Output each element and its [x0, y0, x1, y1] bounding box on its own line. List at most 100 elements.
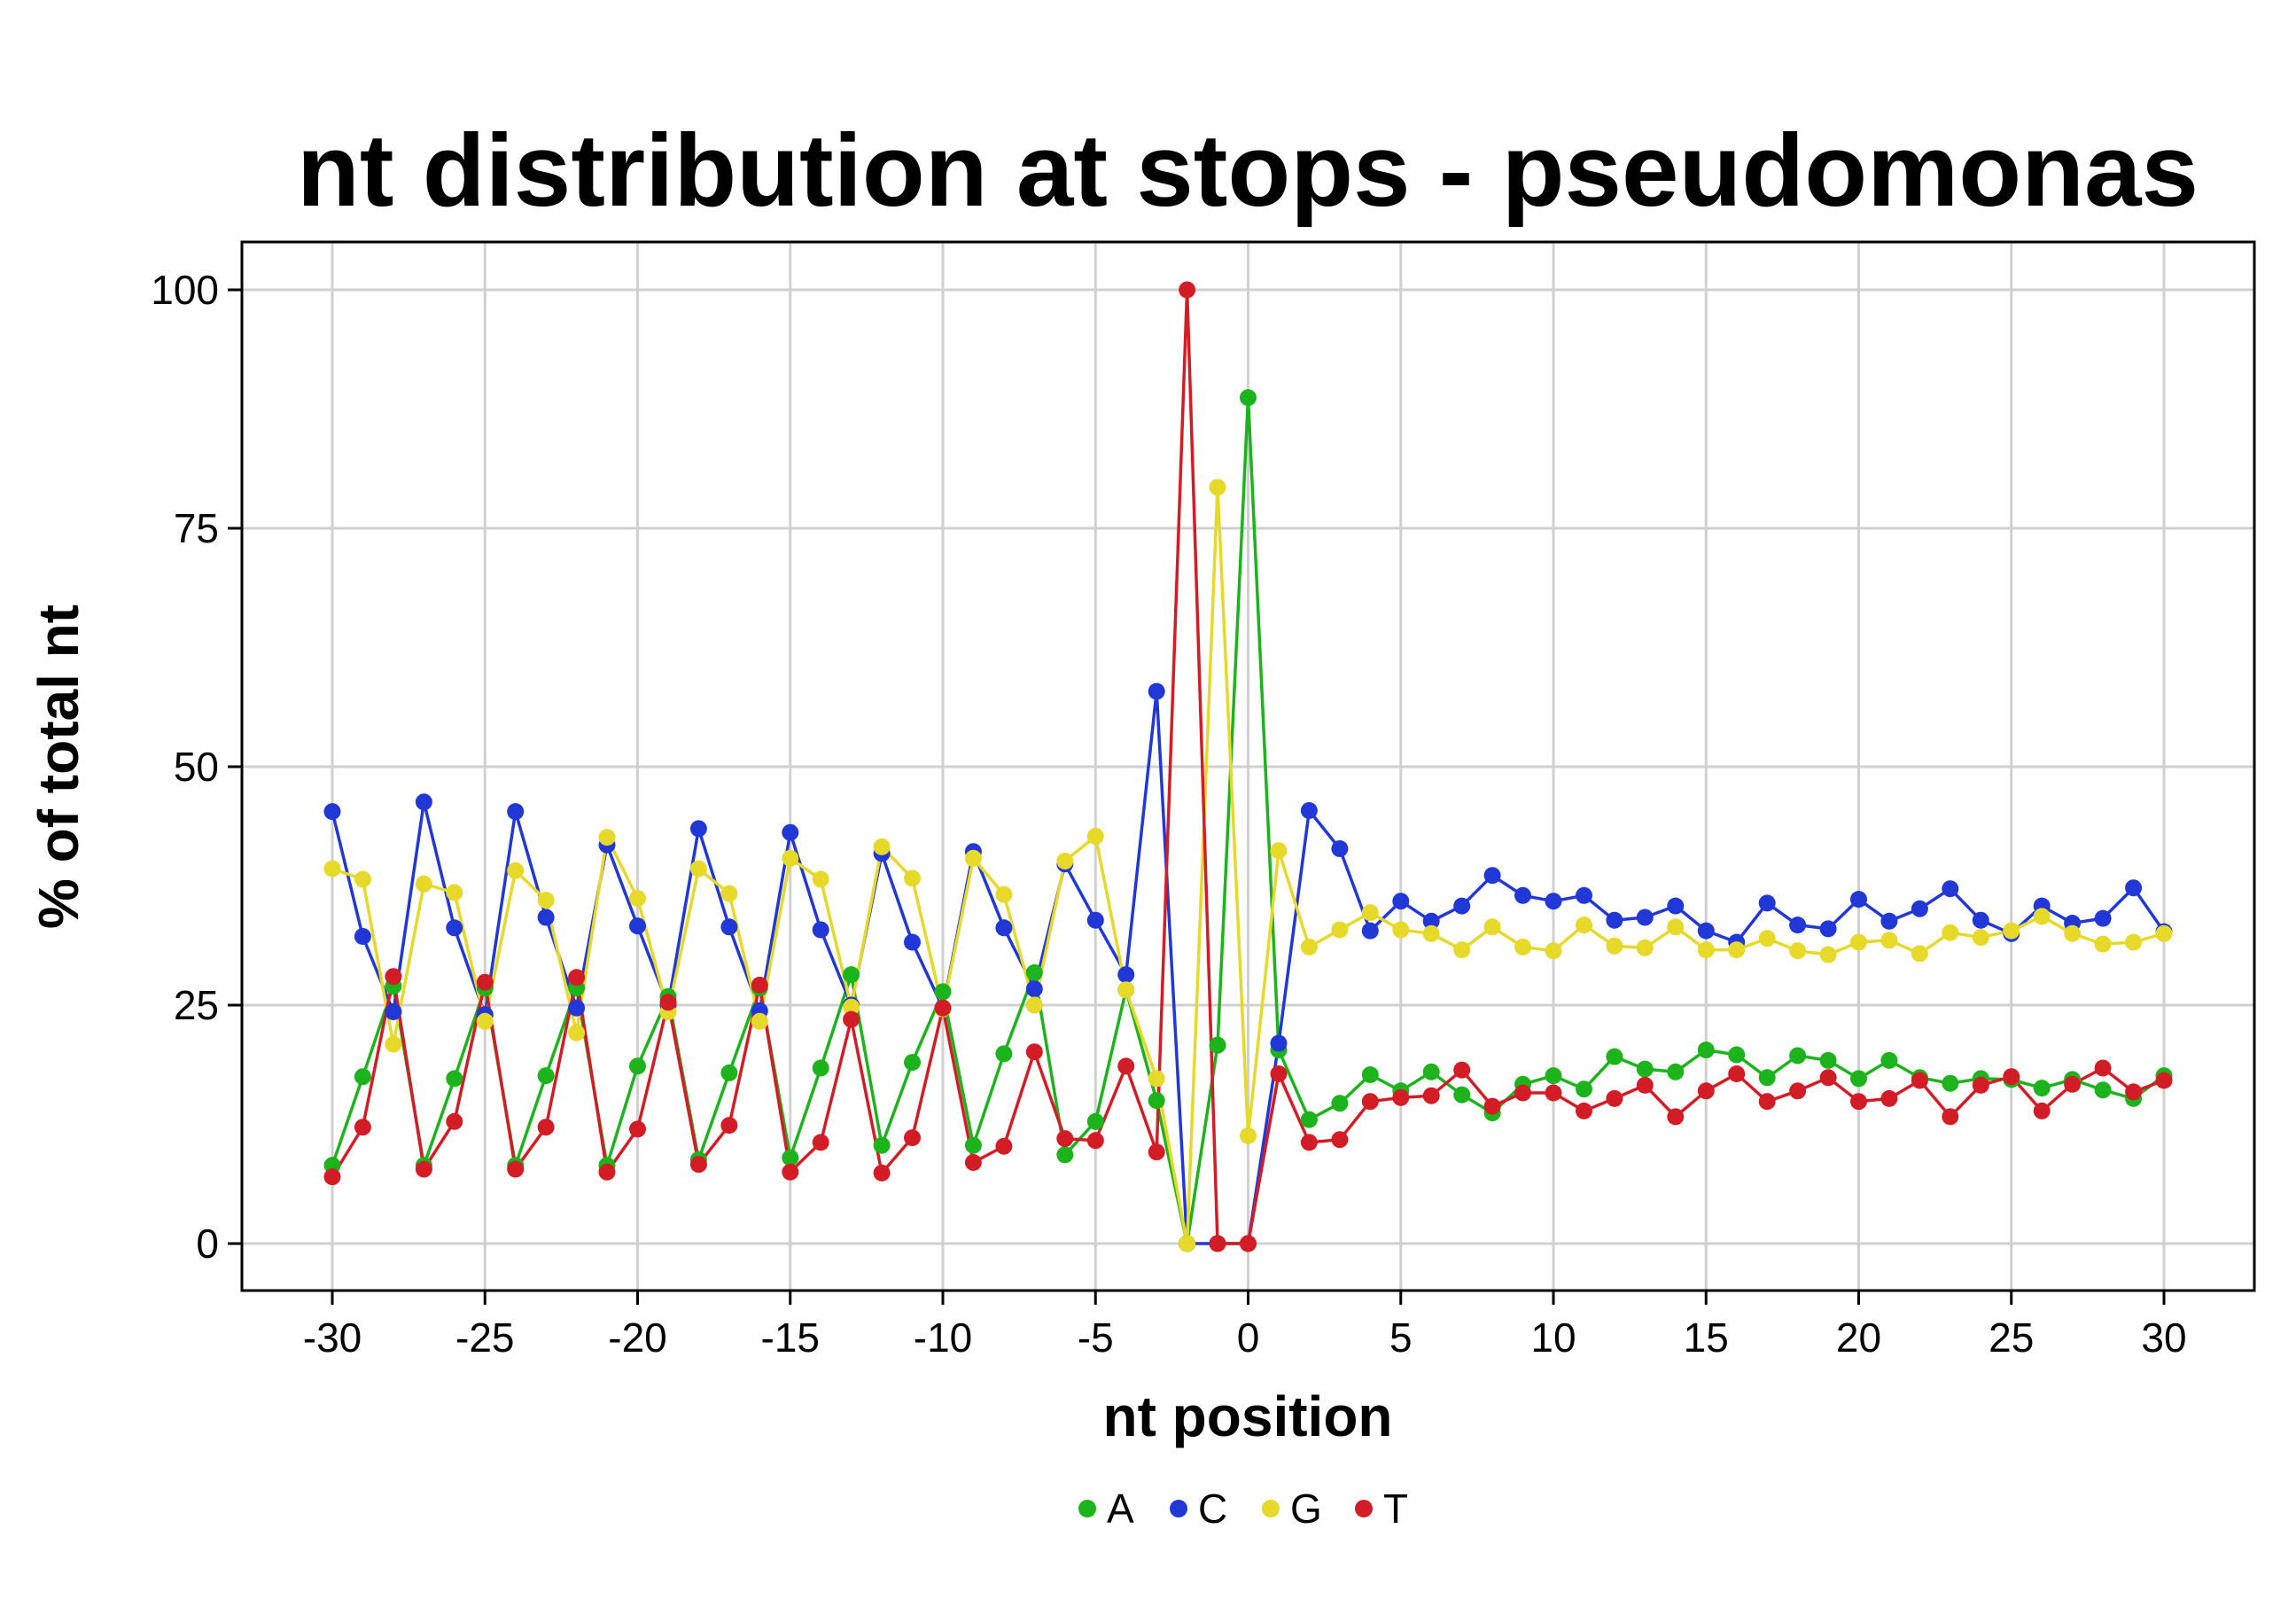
point-G — [1545, 942, 1562, 960]
point-G — [1942, 924, 1959, 941]
point-T — [1636, 1076, 1654, 1094]
point-G — [2003, 922, 2020, 940]
point-G — [2094, 935, 2112, 953]
point-A — [904, 1054, 921, 1072]
point-A — [1819, 1051, 1837, 1069]
point-T — [1972, 1076, 1989, 1094]
x-tick-label: 25 — [1989, 1314, 2034, 1361]
point-T — [812, 1134, 829, 1151]
point-C — [2125, 879, 2143, 897]
point-G — [1576, 916, 1592, 934]
point-T — [689, 1156, 707, 1174]
point-T — [2033, 1102, 2051, 1119]
point-T — [1819, 1069, 1837, 1087]
point-G — [1422, 924, 1440, 942]
point-C — [1911, 900, 1928, 917]
point-G — [1728, 941, 1746, 959]
point-T — [1331, 1131, 1349, 1149]
point-T — [2094, 1059, 2112, 1077]
point-A — [995, 1045, 1013, 1063]
point-T — [1117, 1057, 1135, 1075]
point-C — [1636, 909, 1654, 926]
point-A — [1422, 1063, 1440, 1080]
x-tick-label: 30 — [2141, 1314, 2186, 1361]
point-T — [323, 1168, 341, 1186]
point-C — [1850, 891, 1867, 909]
point-C — [1942, 880, 1959, 898]
point-C — [1789, 916, 1807, 934]
point-G — [1392, 921, 1410, 939]
legend-label-C: C — [1198, 1486, 1227, 1532]
point-T — [1240, 1235, 1257, 1252]
point-C — [1667, 897, 1685, 915]
point-C — [1331, 840, 1349, 857]
point-A — [1025, 963, 1043, 981]
point-A — [1300, 1111, 1318, 1128]
point-A — [1667, 1063, 1685, 1080]
point-G — [964, 849, 982, 867]
point-T — [2125, 1083, 2143, 1101]
point-A — [1545, 1067, 1562, 1085]
point-T — [1453, 1061, 1471, 1079]
point-A — [1453, 1086, 1471, 1104]
point-A — [2094, 1081, 2112, 1099]
point-T — [1789, 1082, 1807, 1100]
point-C — [1300, 802, 1318, 819]
point-A — [1697, 1041, 1715, 1059]
point-A — [782, 1149, 799, 1166]
point-T — [1483, 1097, 1501, 1115]
point-T — [1667, 1108, 1685, 1126]
point-C — [1361, 922, 1379, 940]
legend-key-G — [1262, 1500, 1280, 1517]
point-T — [476, 973, 494, 991]
point-A — [1758, 1069, 1776, 1087]
point-G — [1667, 918, 1685, 936]
point-G — [873, 838, 891, 855]
point-T — [1025, 1043, 1043, 1061]
point-T — [598, 1163, 616, 1181]
point-T — [964, 1154, 982, 1171]
point-C — [385, 1003, 402, 1020]
point-A — [812, 1059, 829, 1077]
point-T — [1300, 1134, 1318, 1151]
point-T — [1606, 1089, 1623, 1107]
point-T — [873, 1164, 891, 1182]
point-C — [1972, 911, 1989, 929]
point-T — [751, 976, 768, 994]
point-G — [782, 849, 799, 867]
point-T — [1361, 1093, 1379, 1111]
point-C — [354, 928, 371, 945]
x-axis-label: nt position — [1102, 1384, 1392, 1448]
point-C — [904, 933, 921, 951]
point-G — [323, 860, 341, 878]
x-tick-label: -30 — [303, 1314, 362, 1361]
point-G — [1972, 929, 1989, 947]
point-A — [873, 1136, 891, 1154]
series-points — [323, 281, 2173, 1252]
point-G — [812, 870, 829, 888]
x-tick-label: -15 — [761, 1314, 820, 1361]
point-A — [1576, 1080, 1592, 1098]
point-G — [1514, 938, 1531, 956]
point-G — [2155, 924, 2173, 942]
point-G — [415, 875, 432, 893]
y-axis-ticks: 0 25 50 75 100 — [151, 267, 242, 1267]
point-C — [812, 921, 829, 939]
point-T — [568, 969, 586, 987]
point-T — [2155, 1072, 2173, 1089]
point-A — [1331, 1095, 1349, 1112]
point-G — [1056, 853, 1074, 870]
point-A — [964, 1136, 982, 1154]
point-C — [1086, 911, 1104, 929]
point-A — [1086, 1112, 1104, 1130]
point-A — [1056, 1146, 1074, 1164]
point-G — [1483, 918, 1501, 936]
point-G — [507, 862, 525, 879]
x-tick-label: -20 — [608, 1314, 666, 1361]
point-G — [629, 890, 646, 907]
point-T — [1942, 1108, 1959, 1126]
point-G — [1209, 479, 1226, 496]
point-G — [1453, 941, 1471, 959]
point-A — [1728, 1046, 1746, 1064]
